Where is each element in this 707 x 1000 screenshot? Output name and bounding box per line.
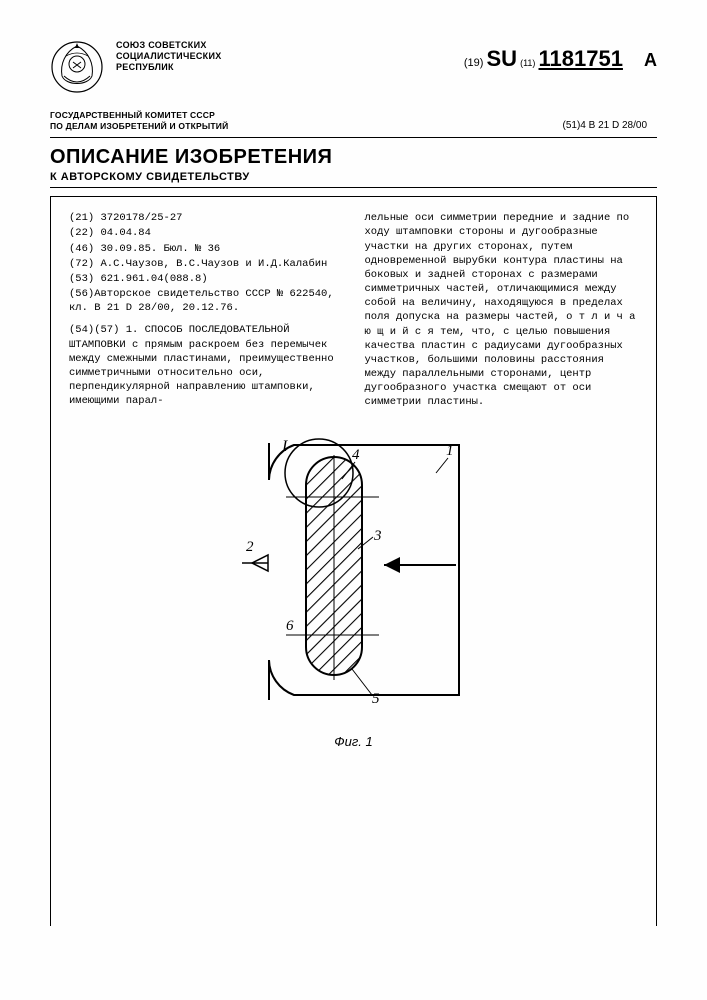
page: СОЮЗ СОВЕТСКИХ СОЦИАЛИСТИЧЕСКИХ РЕСПУБЛИ… xyxy=(0,0,707,1000)
svg-text:I: I xyxy=(281,438,288,455)
field-21: (21) 3720178/25-27 xyxy=(69,211,343,225)
field-53: (53) 621.961.04(088.8) xyxy=(69,272,343,286)
header-text: СОЮЗ СОВЕТСКИХ СОЦИАЛИСТИЧЕСКИХ РЕСПУБЛИ… xyxy=(116,40,356,72)
svg-text:4: 4 xyxy=(352,447,360,463)
field-54-57: (54)(57) 1. СПОСОБ ПОСЛЕДОВАТЕЛЬНОЙ ШТАМ… xyxy=(69,323,343,408)
figure-1: I 4 1 2 3 6 5 Фиг. 1 xyxy=(69,425,638,749)
svg-text:1: 1 xyxy=(446,443,454,459)
right-column: лельные оси симметрии передние и задние … xyxy=(365,211,639,410)
field-56: (56)Авторское свидетельство СССР № 62254… xyxy=(69,287,343,315)
rule-2 xyxy=(50,187,657,188)
union-line3: РЕСПУБЛИК xyxy=(116,62,356,73)
classification: (51)4 B 21 D 28/00 xyxy=(349,120,658,131)
left-column: (21) 3720178/25-27 (22) 04.04.84 (46) 30… xyxy=(69,211,343,410)
publication-number: (19) SU (11) 1181751 A xyxy=(368,46,657,72)
figure-caption: Фиг. 1 xyxy=(69,734,638,749)
abstract-text: лельные оси симметрии передние и задние … xyxy=(365,211,639,409)
svg-text:3: 3 xyxy=(373,528,382,544)
title-sub: К АВТОРСКОМУ СВИДЕТЕЛЬСТВУ xyxy=(50,171,657,183)
rule-1 xyxy=(50,137,657,138)
field-46: (46) 30.09.85. Бюл. № 36 xyxy=(69,242,343,256)
union-line1: СОЮЗ СОВЕТСКИХ xyxy=(116,40,356,51)
field-22: (22) 04.04.84 xyxy=(69,226,343,240)
svg-text:5: 5 xyxy=(372,691,380,707)
svg-text:6: 6 xyxy=(286,618,294,634)
figure-svg: I 4 1 2 3 6 5 xyxy=(224,425,484,725)
title-main: ОПИСАНИЕ ИЗОБРЕТЕНИЯ xyxy=(50,146,657,169)
header-top: СОЮЗ СОВЕТСКИХ СОЦИАЛИСТИЧЕСКИХ РЕСПУБЛИ… xyxy=(50,40,657,94)
body-box: (21) 3720178/25-27 (22) 04.04.84 (46) 30… xyxy=(50,196,657,926)
field-72: (72) А.С.Чаузов, В.С.Чаузов и И.Д.Калаби… xyxy=(69,257,343,271)
union-line2: СОЦИАЛИСТИЧЕСКИХ xyxy=(116,51,356,62)
committee: ГОСУДАРСТВЕННЫЙ КОМИТЕТ СССР ПО ДЕЛАМ ИЗ… xyxy=(50,110,349,131)
state-emblem-icon xyxy=(50,40,104,94)
svg-text:2: 2 xyxy=(246,539,254,555)
columns: (21) 3720178/25-27 (22) 04.04.84 (46) 30… xyxy=(69,211,638,410)
